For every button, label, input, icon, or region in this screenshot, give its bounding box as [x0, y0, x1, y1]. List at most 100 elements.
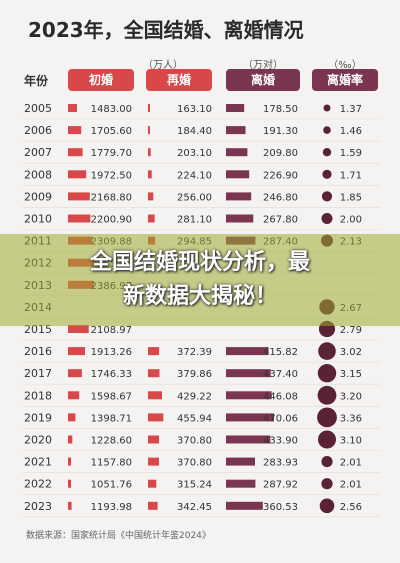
first-marriage-bar	[68, 192, 90, 201]
divorce-rate-value: 2.01	[340, 458, 362, 469]
first-marriage-value: 1398.71	[91, 413, 132, 424]
first-marriage-bar	[68, 479, 71, 488]
first-marriage-value: 2168.80	[91, 192, 132, 203]
divorce-rate-value: 3.20	[340, 391, 362, 402]
first-marriage-bar	[68, 104, 77, 112]
banner-line-2: 新数据大揭秘！	[122, 284, 277, 309]
divorce-rate-value: 2.79	[340, 325, 362, 336]
first-marriage-bar	[68, 435, 73, 444]
divorce-rate-dot	[321, 478, 333, 490]
first-marriage-value: 1157.80	[91, 458, 132, 469]
divorce-value: 446.08	[263, 391, 298, 402]
first-marriage-bar	[68, 214, 91, 223]
year-label: 2023	[24, 500, 52, 513]
divorce-value: 246.80	[263, 192, 298, 203]
divorce-bar	[226, 192, 252, 201]
divorce-rate-value: 3.10	[340, 436, 362, 447]
unit-rate: （‰）	[328, 60, 362, 71]
first-marriage-value: 2200.90	[91, 215, 132, 226]
divorce-rate-dot	[318, 342, 336, 360]
divorce-rate-value: 3.02	[340, 347, 362, 358]
remarriage-bar	[148, 457, 159, 466]
first-marriage-bar	[68, 413, 76, 422]
first-marriage-bar	[68, 501, 72, 510]
remarriage-bar	[148, 347, 160, 356]
divorce-rate-dot	[323, 104, 331, 112]
divorce-value: 433.90	[263, 436, 298, 447]
year-label: 2006	[24, 124, 52, 137]
divorce-value: 437.40	[263, 369, 298, 380]
divorce-bar	[226, 170, 250, 179]
first-marriage-bar	[68, 170, 87, 179]
header-year: 年份	[24, 74, 49, 88]
header-divorce-rate: 离婚率	[312, 69, 378, 91]
divorce-rate-dot	[322, 148, 332, 157]
remarriage-bar	[148, 104, 150, 112]
first-marriage-value: 2108.97	[91, 325, 132, 336]
divorce-value: 470.06	[263, 413, 298, 424]
remarriage-value: 455.94	[177, 413, 212, 424]
remarriage-value: 379.86	[177, 369, 212, 380]
year-label: 2016	[24, 345, 52, 358]
divorce-value: 267.80	[263, 215, 298, 226]
divorce-rate-value: 2.56	[340, 502, 362, 513]
header-divorce: 离婚	[226, 69, 300, 91]
source-note: 数据来源：国家统计局《中国统计年鉴2024》	[26, 531, 211, 541]
divorce-rate-value: 1.85	[340, 192, 362, 203]
header-marriage: 初婚	[68, 69, 134, 91]
first-marriage-value: 1051.76	[91, 480, 132, 491]
first-marriage-value: 1193.98	[91, 502, 132, 513]
first-marriage-value: 1598.67	[91, 391, 132, 402]
divorce-value: 287.92	[263, 480, 298, 491]
first-marriage-bar	[68, 369, 82, 378]
year-label: 2008	[24, 168, 52, 181]
divorce-bar	[226, 457, 255, 466]
divorce-value: 415.82	[263, 347, 298, 358]
remarriage-value: 315.24	[177, 480, 212, 491]
remarriage-value: 163.10	[177, 104, 212, 115]
page-title: 2023年，全国结婚、离婚情况	[28, 18, 304, 42]
divorce-rate-value: 3.15	[340, 369, 362, 380]
remarriage-value: 372.39	[177, 347, 212, 358]
first-marriage-bar	[68, 126, 82, 135]
remarriage-value: 184.40	[177, 126, 212, 137]
divorce-rate-value: 1.59	[340, 148, 362, 159]
first-marriage-bar	[68, 457, 71, 466]
remarriage-bar	[148, 501, 158, 510]
first-marriage-value: 1913.26	[91, 347, 132, 358]
divorce-rate-value: 3.36	[340, 413, 362, 424]
divorce-bar	[226, 435, 271, 444]
remarriage-value: 429.22	[177, 391, 212, 402]
divorce-value: 191.30	[263, 126, 298, 137]
remarriage-bar	[148, 435, 159, 444]
divorce-value: 360.53	[263, 502, 298, 513]
remarriage-bar	[148, 413, 164, 422]
divorce-rate-dot	[317, 407, 337, 428]
remarriage-value: 203.10	[177, 148, 212, 159]
divorce-bar	[226, 501, 263, 510]
first-marriage-value: 1972.50	[91, 170, 132, 181]
remarriage-bar	[148, 369, 160, 378]
remarriage-bar	[148, 126, 150, 135]
divorce-rate-dot	[321, 213, 333, 224]
year-label: 2005	[24, 102, 52, 115]
divorce-bar	[226, 413, 274, 422]
divorce-value: 283.93	[263, 458, 298, 469]
divorce-rate-dot	[322, 169, 332, 179]
banner-line-1: 全国结婚现状分析，最	[89, 250, 310, 275]
divorce-rate-value: 1.37	[340, 104, 362, 115]
overlay-banner	[0, 234, 400, 326]
divorce-value: 209.80	[263, 148, 298, 159]
first-marriage-bar	[68, 347, 85, 356]
divorce-rate-value: 1.46	[340, 126, 362, 137]
year-label: 2007	[24, 146, 52, 159]
divorce-rate-dot	[323, 126, 331, 134]
remarriage-bar	[148, 148, 151, 157]
divorce-rate-value: 2.00	[340, 215, 362, 226]
year-label: 2015	[24, 323, 52, 336]
remarriage-bar	[148, 214, 155, 223]
remarriage-value: 256.00	[177, 192, 212, 203]
year-label: 2020	[24, 434, 52, 447]
remarriage-bar	[148, 170, 152, 179]
